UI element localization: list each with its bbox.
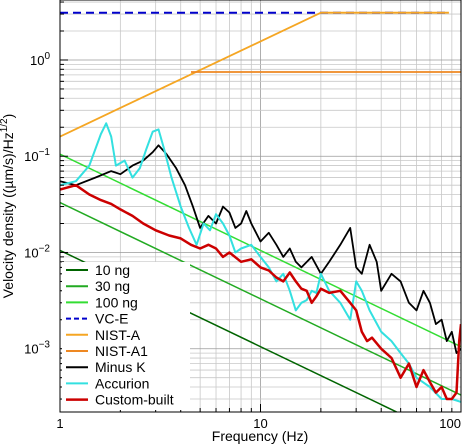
legend-label: NIST-A: [95, 327, 141, 343]
series-line: [60, 122, 461, 403]
x-axis-title: Frequency (Hz): [212, 428, 308, 444]
legend-label: Minus K: [95, 359, 146, 375]
series-line: [60, 183, 461, 401]
y-tick-label: 10−3: [24, 340, 50, 357]
legend-label: NIST-A1: [95, 343, 148, 359]
series-line: [60, 153, 461, 348]
legend-label: VC-E: [95, 311, 128, 327]
x-tick-label: 1: [56, 416, 63, 431]
x-tick-label: 10: [253, 416, 267, 431]
y-tick-base: 10: [30, 53, 44, 68]
legend-label: Accurion: [95, 375, 149, 391]
x-tick-label: 100: [439, 416, 461, 431]
series-layer: [60, 11, 461, 412]
y-axis-title-close: ): [0, 114, 16, 119]
legend-label: Custom-built: [95, 392, 174, 408]
y-tick-exponent: −3: [39, 340, 51, 351]
y-tick-base: 10: [24, 342, 38, 357]
y-axis-title-sup: 1/2: [0, 118, 10, 132]
y-tick-base: 10: [24, 245, 38, 260]
grid-lines: [60, 0, 461, 412]
y-tick-label: 10−2: [24, 243, 50, 260]
y-axis-title: Velocity density ((µm/s)/Hz1/2): [0, 114, 16, 299]
y-axis-title-main: Velocity density ((µm/s)/Hz: [0, 132, 16, 298]
y-tick-exponent: −2: [39, 243, 51, 254]
legend-label: 30 ng: [95, 278, 130, 294]
legend-label: 100 ng: [95, 294, 138, 310]
series-line: [60, 11, 449, 138]
y-tick-label: 100: [30, 51, 50, 68]
series-line: [60, 144, 461, 354]
y-tick-label: 10−1: [24, 147, 50, 164]
y-tick-exponent: 0: [44, 51, 50, 62]
legend-label: 10 ng: [95, 262, 130, 278]
y-tick-base: 10: [24, 149, 38, 164]
y-tick-exponent: −1: [39, 147, 51, 158]
